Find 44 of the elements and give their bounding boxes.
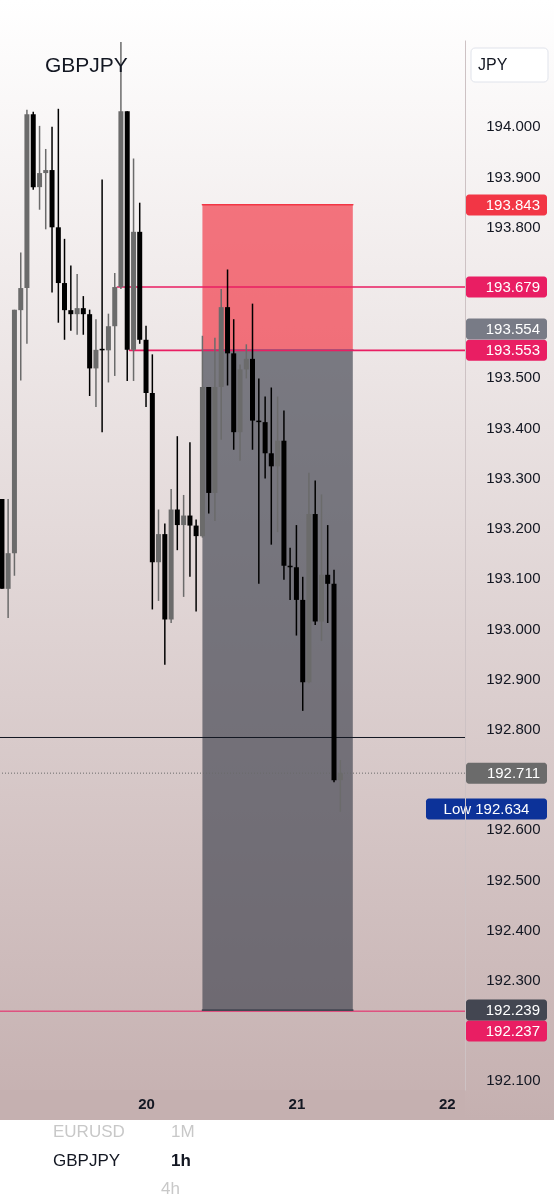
y-tick-label: 194.000	[486, 117, 541, 135]
candlestick	[37, 125, 43, 211]
y-tick-label: 193.500	[486, 368, 541, 386]
candlestick	[174, 435, 180, 551]
candlestick	[43, 148, 49, 231]
candlestick	[74, 273, 80, 336]
candlestick	[18, 251, 24, 382]
text: 1h	[171, 1151, 191, 1170]
y-tick-label: 193.400	[486, 418, 541, 436]
text: GBPJPY	[45, 53, 128, 76]
y-tick-label: 192.400	[486, 920, 541, 938]
y-tick-label: 192.900	[486, 669, 541, 687]
candlestick	[80, 295, 86, 336]
y-tick-label: 192.100	[486, 1071, 541, 1089]
candlestick	[268, 386, 274, 546]
y-tick-label: 193.300	[486, 468, 541, 486]
text: 193.843	[485, 196, 540, 213]
x-tick-label: 21	[288, 1094, 306, 1112]
candlestick	[181, 494, 187, 598]
x-tick-label: 22	[438, 1094, 456, 1112]
y-tick-label: 192.500	[486, 870, 541, 888]
candlestick	[187, 441, 193, 578]
y-tick-label: 193.000	[486, 619, 541, 637]
ref-line-label: 192.711	[486, 764, 540, 782]
data-label: 193.679	[485, 278, 540, 296]
y-tick-label: 193.100	[486, 569, 541, 587]
candlestick	[93, 318, 99, 408]
text: JPY	[478, 56, 508, 73]
data-label: 193.553	[485, 341, 540, 359]
x-tick-label: 20	[138, 1094, 155, 1112]
text: GBPJPY	[53, 1151, 121, 1170]
text: 192.239	[485, 1001, 540, 1018]
y-tick-label: 192.600	[486, 820, 541, 838]
y-tick-label: 192.800	[486, 719, 541, 737]
ref-line-label: 192.237	[485, 1022, 540, 1039]
text: 193.554	[485, 320, 540, 337]
y-tick-label: 193.900	[486, 167, 541, 185]
candlestick	[243, 343, 249, 380]
candlestick	[325, 524, 331, 624]
candlestick	[68, 264, 74, 332]
y-tick-label: 193.200	[486, 519, 541, 537]
y-tick-label: 192.300	[486, 971, 541, 989]
y-tick-label: 193.800	[486, 217, 541, 235]
candlestick	[193, 518, 199, 613]
